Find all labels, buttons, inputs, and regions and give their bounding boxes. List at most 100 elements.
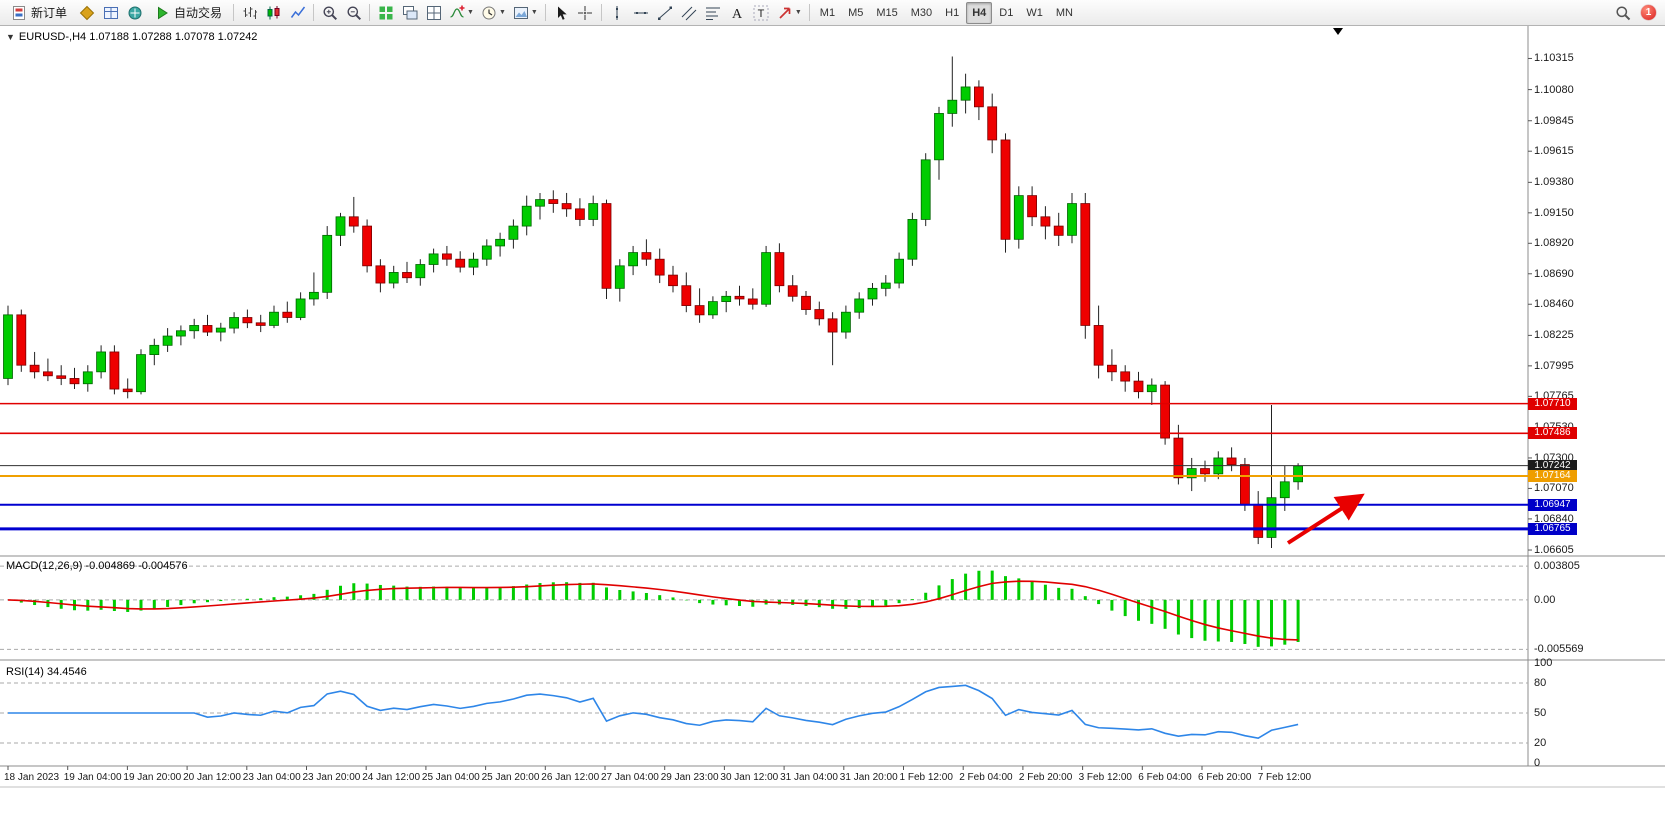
tile-windows-icon[interactable] <box>374 2 397 24</box>
hline-glyph <box>633 5 649 21</box>
vertical-line-icon[interactable] <box>606 2 629 24</box>
timeframe-d1-button[interactable]: D1 <box>999 6 1014 19</box>
chart-canvas[interactable] <box>0 26 1665 788</box>
trendline-glyph <box>657 5 673 21</box>
timeframe-m5-button[interactable]: M5 <box>848 6 864 19</box>
cascade-windows-icon[interactable] <box>398 2 421 24</box>
time-axis-label: 23 Jan 20:00 <box>302 772 361 783</box>
candlestick-chart-icon[interactable] <box>262 2 285 24</box>
toolbar-separator <box>600 4 602 21</box>
time-axis-label: 6 Feb 20:00 <box>1198 772 1252 783</box>
time-axis-label: 27 Jan 04:00 <box>601 772 659 783</box>
price-badge-1.07710: 1.07710 <box>1528 397 1577 410</box>
time-axis-label: 19 Jan 04:00 <box>63 772 122 783</box>
macd-signal-line <box>7 580 1299 641</box>
arrange-windows-icon[interactable] <box>422 2 445 24</box>
time-axis-label: 7 Feb 12:00 <box>1257 772 1312 783</box>
zoom-out-glyph <box>346 5 362 21</box>
channel-glyph <box>681 5 697 21</box>
chart-candles-glyph <box>266 5 282 21</box>
chart-line-glyph <box>290 5 306 21</box>
toolbar-separator <box>233 4 235 21</box>
chart-title-text: EURUSD-,H4 1.07188 1.07288 1.07078 1.072… <box>18 31 258 43</box>
navigator-icon[interactable] <box>123 2 146 24</box>
rsi-axis-label: 100 <box>1534 657 1553 669</box>
chart-area[interactable]: 1.10315 1.10080 1.09845 1.09615 1.09380 1.091… <box>0 26 1665 788</box>
arrows-tool-icon[interactable]: ▼ <box>774 2 805 24</box>
line-chart-icon[interactable] <box>286 2 309 24</box>
timeframe-h4-button[interactable]: H4 <box>966 1 993 24</box>
algo-trading-button[interactable]: 自动交易 <box>147 2 229 24</box>
candlesticks <box>3 56 1303 549</box>
price-axis-label: 1.09845 <box>1534 114 1574 127</box>
indicators-icon[interactable]: ▼ <box>446 2 477 24</box>
price-badge-1.07486: 1.07486 <box>1528 427 1577 440</box>
time-axis-label: 31 Jan 20:00 <box>839 772 898 783</box>
one-click-trading-toggle-icon[interactable]: ▼ <box>6 32 15 42</box>
rsi-axis-label: 50 <box>1534 707 1547 719</box>
data-window-icon[interactable] <box>99 2 122 24</box>
rsi-axis-label: 0 <box>1534 757 1541 769</box>
dropdown-caret-icon[interactable]: ▼ <box>794 9 802 16</box>
toolbar-separator <box>808 4 810 21</box>
templates-icon[interactable]: ▼ <box>510 2 541 24</box>
macd-axis-label: -0.005569 <box>1534 643 1584 656</box>
macd-indicator-label: MACD(12,26,9) -0.004869 -0.004576 <box>6 560 188 572</box>
bar-chart-icon[interactable] <box>238 2 261 24</box>
time-axis-label: 23 Jan 04:00 <box>242 772 301 783</box>
time-axis-label: 25 Jan 20:00 <box>481 772 540 783</box>
horizontal-line-icon[interactable] <box>630 2 653 24</box>
time-axis-label: 29 Jan 23:00 <box>660 772 719 783</box>
dropdown-caret-icon[interactable]: ▼ <box>530 9 538 16</box>
price-axis-label: 1.07995 <box>1534 359 1574 372</box>
time-axis-label: 3 Feb 12:00 <box>1078 772 1132 783</box>
timeframe-mn-button[interactable]: MN <box>1055 6 1073 19</box>
trendline-icon[interactable] <box>654 2 677 24</box>
equidistant-channel-icon[interactable] <box>678 2 701 24</box>
time-axis-label: 18 Jan 2023 <box>4 772 60 783</box>
zoom-in-icon[interactable] <box>318 2 341 24</box>
time-axis-label: 2 Feb 20:00 <box>1018 772 1073 783</box>
toolbar-separator <box>369 4 371 21</box>
cursor-icon[interactable] <box>550 2 573 24</box>
price-axis-label: 1.10080 <box>1534 83 1574 96</box>
current-bar-marker-icon <box>1333 28 1343 35</box>
market-watch-icon[interactable] <box>75 2 98 24</box>
chart-bars-glyph <box>242 5 258 21</box>
time-axis-label: 1 Feb 12:00 <box>899 772 953 783</box>
price-badge-1.06947: 1.06947 <box>1528 498 1577 511</box>
text-tool-icon[interactable]: A <box>726 2 749 24</box>
search-icon[interactable] <box>1611 2 1634 24</box>
time-axis-label: 24 Jan 12:00 <box>362 772 421 783</box>
market-watch-glyph <box>79 5 95 21</box>
clock-glyph <box>481 5 497 21</box>
dropdown-caret-icon[interactable]: ▼ <box>498 9 506 16</box>
time-axis-label: 6 Feb 04:00 <box>1138 772 1192 783</box>
timeframe-m30-button[interactable]: M30 <box>910 6 933 19</box>
zoom-out-icon[interactable] <box>342 2 365 24</box>
time-axis-label: 2 Feb 04:00 <box>959 772 1013 783</box>
timeframe-m15-button[interactable]: M15 <box>876 6 898 19</box>
chart-ohlc-title: ▼ EURUSD-,H4 1.07188 1.07288 1.07078 1.07… <box>6 31 257 43</box>
periods-icon[interactable]: ▼ <box>478 2 509 24</box>
text-a-glyph: A <box>729 5 745 21</box>
notifications-badge[interactable]: 1 <box>1641 5 1656 20</box>
price-axis-label: 1.09380 <box>1534 176 1574 189</box>
fibonacci-glyph <box>705 5 721 21</box>
new-order-glyph <box>11 5 27 21</box>
text-label-icon[interactable]: T <box>750 2 773 24</box>
timeframe-w1-button[interactable]: W1 <box>1026 6 1043 19</box>
new-order-button-label: 新订单 <box>31 6 68 20</box>
price-axis-label: 1.10315 <box>1534 52 1574 65</box>
dropdown-caret-icon[interactable]: ▼ <box>467 9 474 16</box>
time-axis-label: 20 Jan 12:00 <box>183 772 241 783</box>
zoom-in-glyph <box>322 5 338 21</box>
price-axis-label: 1.07070 <box>1534 482 1574 495</box>
crosshair-icon[interactable] <box>574 2 597 24</box>
timeframe-h1-button[interactable]: H1 <box>945 6 960 19</box>
new-order-button[interactable]: 新订单 <box>4 2 74 24</box>
time-axis-label: 30 Jan 12:00 <box>720 772 779 783</box>
fibonacci-icon[interactable] <box>702 2 725 24</box>
timeframe-m1-button[interactable]: M1 <box>819 6 836 19</box>
arrows-glyph <box>777 5 793 21</box>
